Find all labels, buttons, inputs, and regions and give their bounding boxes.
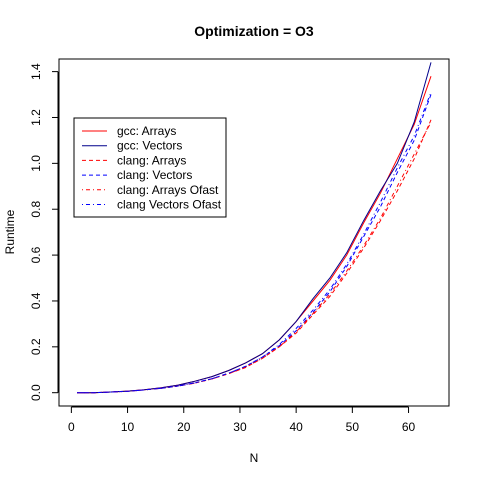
legend-label: gcc: Vectors [117,139,182,153]
legend-box [73,117,227,218]
x-tick-label: 60 [402,420,416,434]
x-tick-label: 50 [346,420,360,434]
x-tick-label: 10 [121,420,135,434]
y-tick-label: 0.6 [29,246,43,263]
y-axis-label: Runtime [3,209,17,254]
x-tick-label: 0 [68,420,75,434]
x-tick-label: 40 [289,420,303,434]
series-layer [77,62,432,394]
y-tick-label: 0.4 [29,292,43,309]
series-line [77,92,432,394]
x-tick-label: 30 [233,420,247,434]
x-tick-label: 20 [177,420,191,434]
legend-label: clang: Arrays [117,153,186,167]
legend-label: gcc: Arrays [117,124,176,138]
legend-label: clang Vectors Ofast [117,198,222,212]
y-tick-label: 0.2 [29,338,43,355]
y-tick-label: 1.4 [29,63,43,80]
x-axis: 0 10 20 30 40 50 60 [68,406,416,434]
chart-title: Optimization = O3 [194,23,314,39]
y-tick-label: 0.0 [29,384,43,401]
y-axis: 0.0 0.2 0.4 0.6 0.8 1.0 1.2 1.4 [29,63,59,401]
legend-label: clang: Vectors [117,168,192,182]
legend-label: clang: Arrays Ofast [117,183,219,197]
x-axis-label: N [250,451,259,465]
y-tick-label: 1.2 [29,109,43,126]
plot-frame [58,58,450,407]
y-tick-label: 0.8 [29,201,43,218]
y-tick-label: 1.0 [29,155,43,172]
